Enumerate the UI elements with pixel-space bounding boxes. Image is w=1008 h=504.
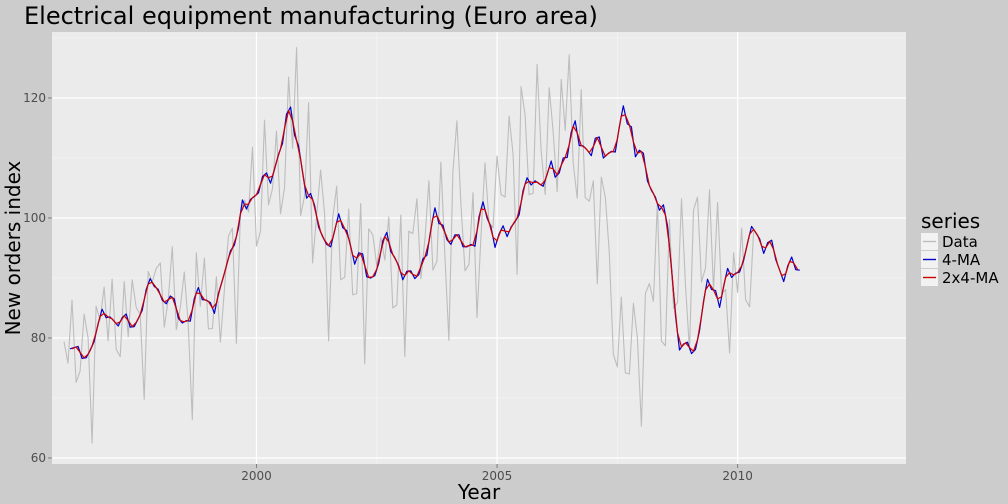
x-tick-label: 2000 [241,469,272,483]
chart-title: Electrical equipment manufacturing (Euro… [24,2,598,30]
y-axis: 60 80 100 120 [23,91,52,465]
y-tick-label: 100 [23,211,46,225]
legend-title: series [921,209,980,233]
legend-label: 4-MA [942,251,981,269]
y-tick-label: 120 [23,91,46,105]
legend-item-4ma: 4-MA [921,251,981,269]
legend-label: Data [942,233,978,251]
legend-label: 2x4-MA [942,269,999,287]
plot-panel [52,32,906,464]
x-tick-label: 2005 [482,469,513,483]
y-tick-label: 60 [31,451,46,465]
series-4ma-line [69,105,800,359]
legend-item-2x4ma: 2x4-MA [921,269,999,287]
series-2x4ma-line [71,109,799,359]
x-tick-label: 2010 [722,469,753,483]
legend-item-data: Data [921,233,978,251]
series-lines [63,47,800,444]
y-tick-label: 80 [31,331,46,345]
y-axis-title: New orders index [1,160,25,335]
x-axis-title: Year [457,480,501,504]
x-axis: 2000 2005 2010 [241,464,753,483]
